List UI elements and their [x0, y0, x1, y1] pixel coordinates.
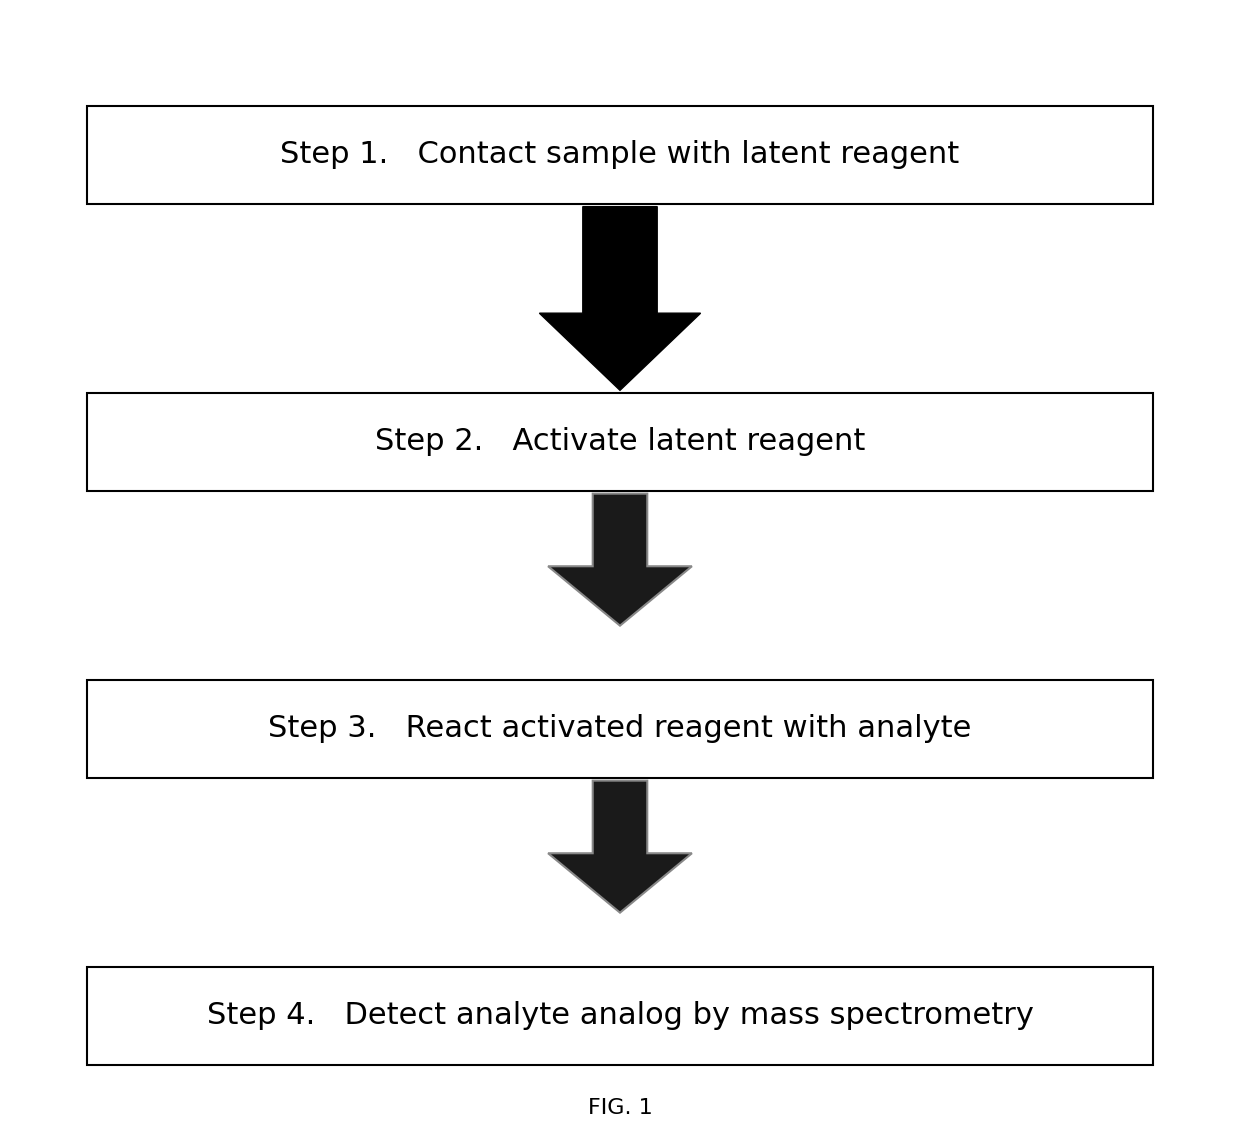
Polygon shape — [539, 207, 701, 390]
Bar — [87, 680, 1153, 778]
Polygon shape — [548, 494, 692, 626]
Text: Step 2.   Activate latent reagent: Step 2. Activate latent reagent — [374, 427, 866, 457]
Polygon shape — [548, 781, 692, 913]
Bar — [87, 967, 1153, 1065]
Text: Step 4.   Detect analyte analog by mass spectrometry: Step 4. Detect analyte analog by mass sp… — [207, 1001, 1033, 1031]
Bar — [87, 393, 1153, 491]
Bar — [87, 107, 1153, 204]
Text: Step 3.   React activated reagent with analyte: Step 3. React activated reagent with ana… — [268, 714, 972, 744]
Text: Step 1.   Contact sample with latent reagent: Step 1. Contact sample with latent reage… — [280, 140, 960, 170]
Text: FIG. 1: FIG. 1 — [588, 1097, 652, 1118]
